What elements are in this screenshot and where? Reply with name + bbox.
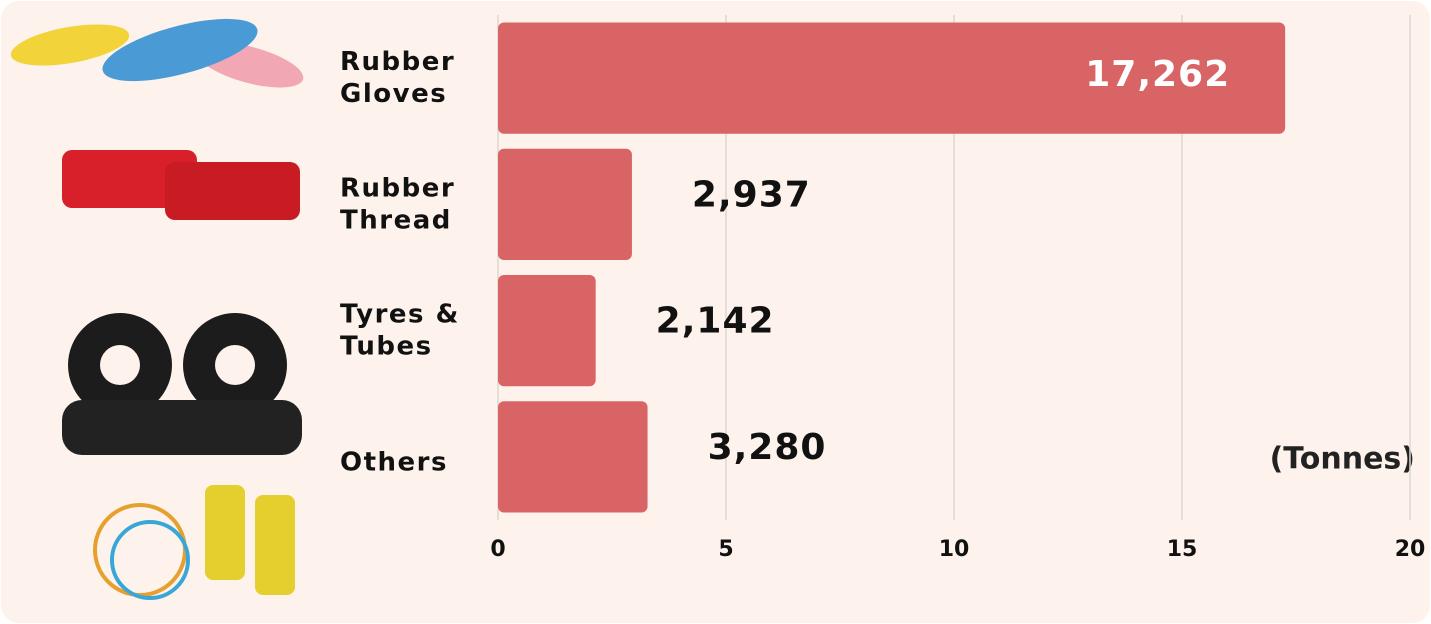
category-line: Rubber: [340, 47, 466, 77]
x-tick-label: 15: [1167, 537, 1198, 562]
bar: [498, 148, 632, 260]
unit-note: (Tonnes): [1270, 442, 1415, 477]
value-label: 17,262: [1085, 54, 1230, 95]
illustrations: [10, 18, 304, 600]
category-label: Rubber Thread: [340, 173, 466, 235]
bar: [498, 275, 596, 387]
category-line: Tubes: [340, 331, 433, 361]
category-line: Rubber: [340, 173, 466, 203]
category-line: Tyres &: [340, 299, 470, 329]
category-label: Rubber Gloves: [340, 47, 466, 109]
value-label: 3,280: [708, 427, 827, 468]
bar: [498, 401, 648, 513]
x-tick-label: 20: [1395, 537, 1426, 562]
value-label: 2,937: [692, 174, 811, 215]
bar: [498, 22, 1286, 134]
x-tick-label: 0: [490, 537, 505, 562]
x-tick-label: 5: [718, 537, 733, 562]
category-label: Tyres & Tubes: [340, 299, 470, 361]
value-label: 2,142: [656, 301, 775, 342]
x-tick-label: 10: [939, 537, 970, 562]
category-line: Thread: [340, 205, 452, 235]
category-line: Gloves: [340, 79, 447, 109]
category-label: Others: [340, 447, 448, 477]
